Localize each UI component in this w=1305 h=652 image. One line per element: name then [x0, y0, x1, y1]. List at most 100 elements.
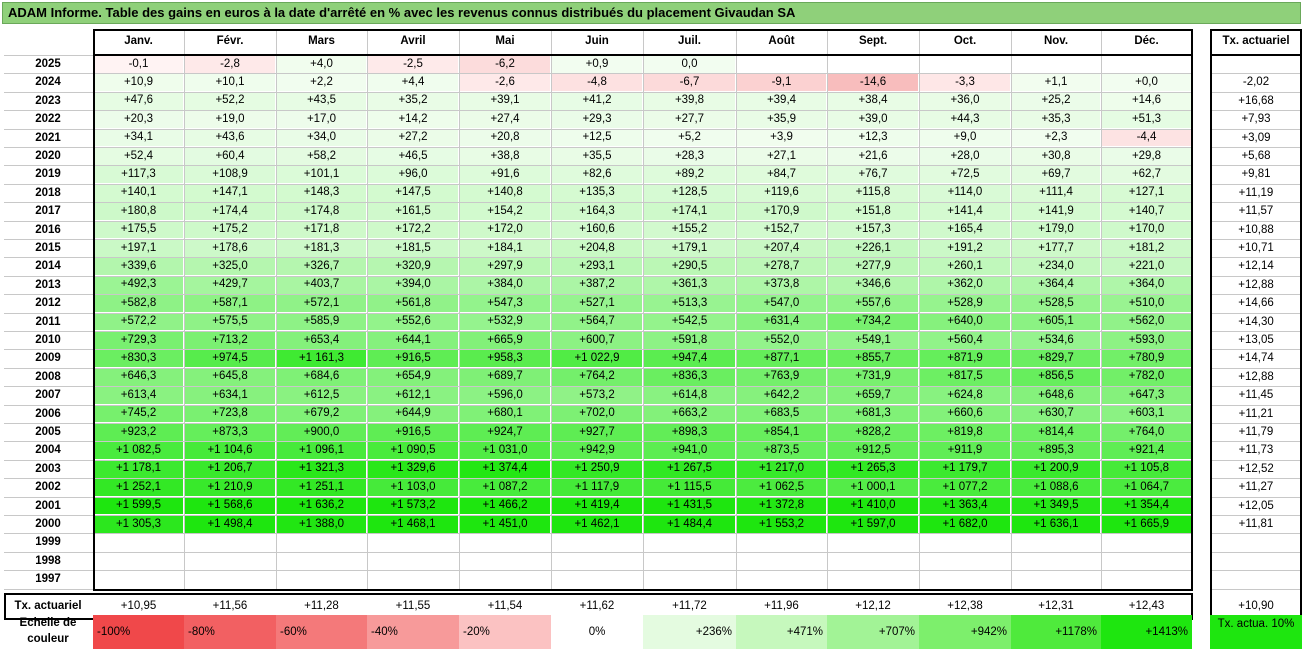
gain-cell: +600,7 — [552, 331, 642, 349]
gain-cell: +873,5 — [737, 441, 826, 460]
gain-cell: +364,0 — [1102, 276, 1191, 294]
gain-cell: -0,1 — [94, 55, 183, 73]
gain-cell: +510,0 — [1102, 294, 1191, 313]
gain-cell — [828, 55, 918, 73]
gain-cell: +1 419,4 — [552, 497, 642, 515]
row-separator — [1212, 478, 1300, 480]
gain-cell: +895,3 — [1012, 441, 1100, 460]
row-separator — [1212, 386, 1300, 388]
gain-cell: +278,7 — [737, 257, 826, 276]
gain-cell: -14,6 — [828, 73, 918, 92]
gain-cell: +1 250,9 — [552, 460, 642, 478]
gain-cell: +534,6 — [1012, 331, 1100, 349]
gain-cell — [552, 533, 642, 552]
page-title: ADAM Informe. Table des gains en euros à… — [2, 2, 1301, 24]
year-label: 2008 — [35, 370, 61, 383]
legend-scale-cell: -20% — [459, 615, 551, 649]
gain-cell: +830,3 — [94, 349, 183, 368]
rate-cell: +11,81 — [1238, 518, 1274, 530]
gain-cell: +362,0 — [920, 276, 1010, 294]
footer-rate-cell: +12,31 — [1038, 599, 1074, 612]
row-separator — [4, 110, 1192, 112]
gain-cell: +780,9 — [1102, 349, 1191, 368]
gain-cell: +634,1 — [185, 386, 275, 405]
year-label: 2015 — [35, 242, 61, 254]
row-separator — [1212, 423, 1300, 424]
row-separator — [4, 404, 1192, 406]
footer-rate-cell: +12,12 — [855, 599, 891, 612]
month-header: Déc. — [1134, 35, 1159, 47]
gain-cell: +814,4 — [1012, 423, 1100, 441]
gain-cell: +552,6 — [368, 313, 458, 331]
gain-cell: +575,5 — [185, 313, 275, 331]
gain-cell: +684,6 — [277, 368, 366, 386]
footer-rate-cell: +11,62 — [579, 599, 615, 612]
gain-cell: +1 363,4 — [920, 497, 1010, 515]
gain-cell: +1 372,8 — [737, 497, 826, 515]
year-label: 2007 — [35, 389, 61, 402]
row-separator — [4, 423, 1192, 424]
year-label: 1999 — [35, 536, 61, 549]
year-label: 2022 — [35, 113, 61, 126]
gain-cell: +542,5 — [644, 313, 735, 331]
gain-cell: +39,0 — [828, 110, 918, 129]
gain-cell: +560,4 — [920, 331, 1010, 349]
gain-cell — [920, 552, 1010, 570]
gain-cell: +174,8 — [277, 202, 366, 221]
gain-cell: +174,4 — [185, 202, 275, 221]
gain-cell: +20,8 — [460, 129, 550, 147]
gain-cell — [277, 552, 366, 570]
gain-cell: +900,0 — [277, 423, 366, 441]
gain-cell: +1 031,0 — [460, 441, 550, 460]
gain-cell: +154,2 — [460, 202, 550, 221]
rate-cell: +14,74 — [1238, 352, 1274, 365]
gain-cell: +1 087,2 — [460, 478, 550, 497]
row-separator — [1212, 404, 1300, 406]
gain-cell — [737, 552, 826, 570]
row-separator — [4, 165, 1192, 167]
rate-cell: +12,05 — [1238, 499, 1274, 512]
gain-cell: +1 000,1 — [828, 478, 918, 497]
gain-cell: +177,7 — [1012, 239, 1100, 257]
year-label: 2004 — [35, 444, 61, 457]
gain-cell: +1 466,2 — [460, 497, 550, 515]
gain-cell: +140,1 — [94, 184, 183, 202]
gain-cell — [94, 570, 183, 589]
gain-cell: +1 431,5 — [644, 497, 735, 515]
gain-cell: +114,0 — [920, 184, 1010, 202]
gain-cell: +373,8 — [737, 276, 826, 294]
gain-cell: +723,8 — [185, 405, 275, 423]
gain-cell: +564,7 — [552, 313, 642, 331]
gain-cell: +10,9 — [94, 73, 183, 92]
gain-cell: +181,3 — [277, 239, 366, 257]
gain-cell: +1 354,4 — [1102, 497, 1191, 515]
column-separator — [1101, 30, 1102, 589]
gain-cell: +591,8 — [644, 331, 735, 349]
footer-rate-cell: +11,56 — [212, 599, 248, 612]
gain-cell: +603,1 — [1102, 405, 1191, 423]
gain-cell: +39,4 — [737, 92, 826, 110]
gain-cell — [920, 570, 1010, 589]
gain-cell: +1 210,9 — [185, 478, 275, 497]
legend-scale-cell: -60% — [276, 615, 367, 649]
gain-cell: +28,0 — [920, 147, 1010, 165]
row-separator — [4, 551, 1192, 553]
gain-cell: +836,3 — [644, 368, 735, 386]
gain-cell: +178,6 — [185, 239, 275, 257]
gain-cell: +51,3 — [1102, 110, 1191, 129]
row-separator — [4, 459, 1192, 461]
row-separator — [1212, 91, 1300, 93]
gain-cell: +197,1 — [94, 239, 183, 257]
row-separator — [1212, 165, 1300, 167]
gain-cell: +170,9 — [737, 202, 826, 221]
row-separator — [1212, 496, 1300, 498]
legend-scale-cell: +236% — [643, 615, 736, 649]
gain-cell — [460, 570, 550, 589]
main-grid-frame — [93, 29, 1193, 591]
gain-cell: +660,6 — [920, 405, 1010, 423]
gain-cell — [368, 552, 458, 570]
rate-cell: +14,66 — [1238, 297, 1274, 310]
gain-cell: +60,4 — [185, 147, 275, 165]
column-separator — [276, 30, 277, 589]
gain-cell: +587,1 — [185, 294, 275, 313]
